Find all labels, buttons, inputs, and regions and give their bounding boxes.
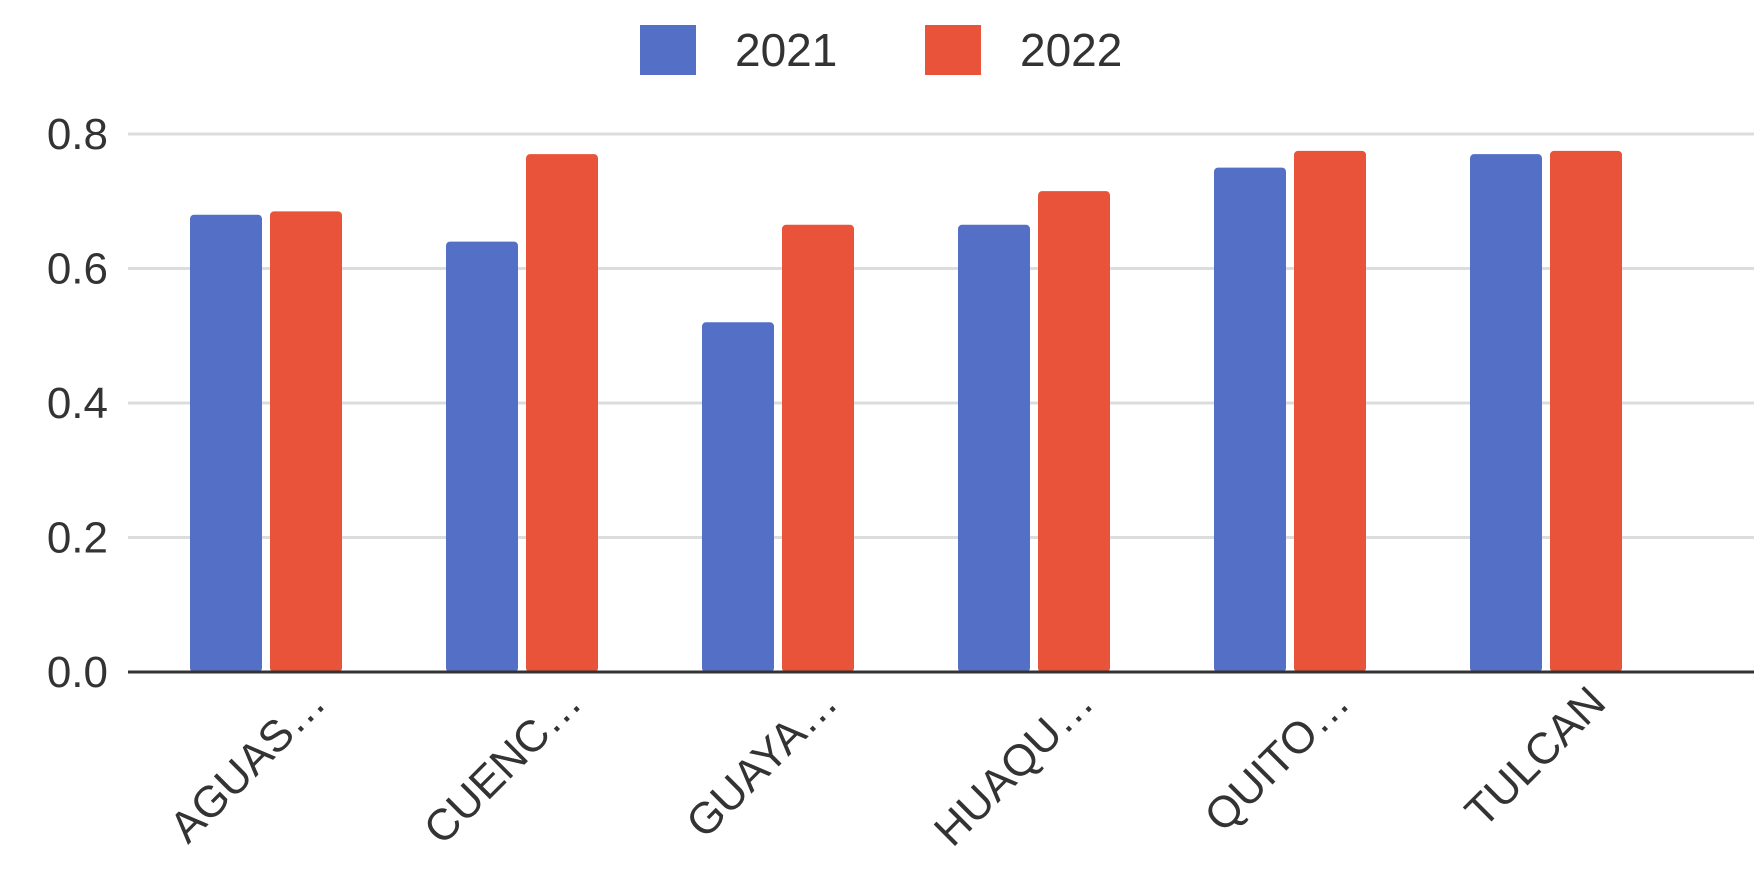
- bar-2022-4: [1294, 150, 1366, 672]
- x-axis-labels: AGUAS… CUENC… GUAYA… HUAQU… QUITO… TULCAN: [160, 677, 1615, 855]
- bar-2022-1: [526, 154, 598, 673]
- bar-2021-0: [190, 214, 262, 672]
- bar-2021-5: [1470, 154, 1542, 673]
- bar-2021-4: [1214, 167, 1286, 672]
- y-tick-label: 0.6: [47, 245, 108, 294]
- x-tick-label: HUAQU…: [925, 677, 1103, 855]
- x-tick-label: GUAYA…: [677, 677, 847, 847]
- y-tick-label: 0.4: [47, 379, 108, 428]
- bar-2021-1: [446, 241, 518, 672]
- x-tick-label: CUENC…: [415, 677, 591, 853]
- bar-2021-3: [958, 224, 1030, 672]
- legend-label-2021: 2021: [735, 24, 837, 76]
- legend-swatch-2022: [925, 25, 981, 75]
- y-tick-label: 0.0: [47, 648, 108, 697]
- bar-2022-5: [1550, 150, 1622, 672]
- y-tick-label: 0.8: [47, 110, 108, 159]
- legend: 2021 2022: [640, 24, 1122, 76]
- bars: [190, 150, 1622, 673]
- x-tick-label: QUITO…: [1195, 677, 1359, 841]
- legend-label-2022: 2022: [1020, 24, 1122, 76]
- bar-2022-0: [270, 211, 342, 672]
- y-tick-label: 0.2: [47, 514, 108, 563]
- bar-2022-2: [782, 224, 854, 672]
- x-tick-label: AGUAS…: [160, 677, 335, 852]
- y-axis-ticks: 0.0 0.2 0.4 0.6 0.8: [47, 110, 108, 697]
- bar-2021-2: [702, 322, 774, 672]
- bar-2022-3: [1038, 191, 1110, 672]
- legend-swatch-2021: [640, 25, 696, 75]
- x-tick-label: TULCAN: [1456, 677, 1615, 836]
